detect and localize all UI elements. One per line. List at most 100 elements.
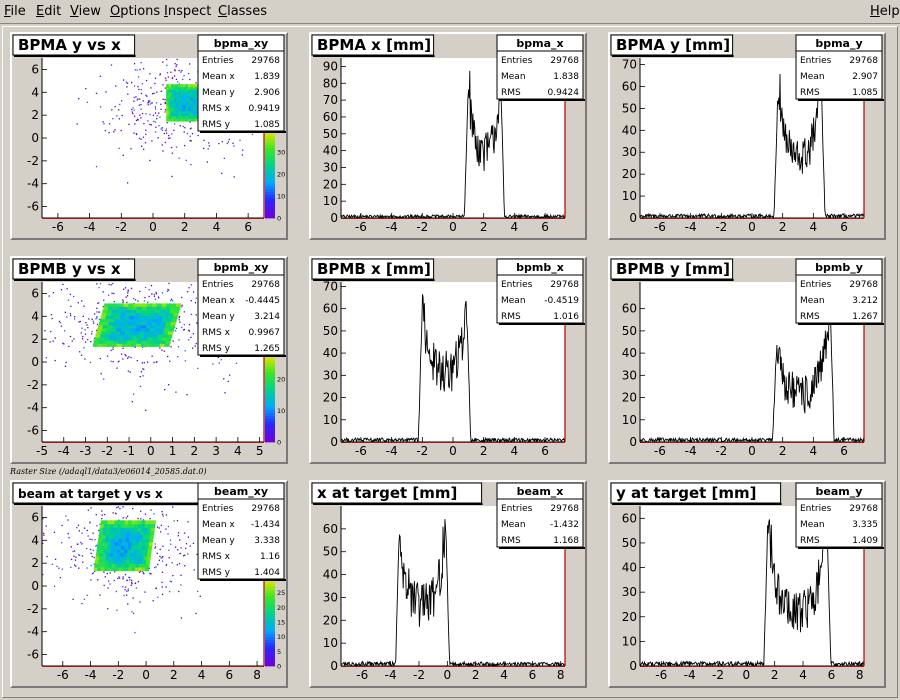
stats-label: Entries xyxy=(800,280,832,290)
stats-value: 1.265 xyxy=(254,344,280,354)
y-tick-label: 20 xyxy=(323,613,338,627)
pad-bpmb-xy[interactable]: 0 10 20 -5 -4 -3 -2 -1 0 1 2 3 4 5 -6 -4 -2 0 2 4 6 BPMB y vs… xyxy=(10,256,288,464)
heatmap-cell xyxy=(124,541,129,546)
menu-edit[interactable]: Edit xyxy=(36,4,62,19)
heatmap-cell xyxy=(133,527,138,532)
y-tick-label: -2 xyxy=(27,154,39,168)
heatmap-cell xyxy=(132,534,137,539)
menu-options[interactable]: Options xyxy=(110,4,161,19)
scatter-point xyxy=(56,565,58,567)
stats-label: RMS xyxy=(501,536,521,546)
pad-beam-xy[interactable]: 0 5 10 15 20 25 -6 -4 -2 0 2 4 6 8 -6 -4 -2 0 2 4 6 beam at t… xyxy=(10,480,288,688)
scatter-point xyxy=(251,133,254,136)
heatmap-cell xyxy=(180,89,184,93)
heatmap-cell xyxy=(153,331,159,335)
scatter-point xyxy=(126,515,129,517)
heatmap-cell xyxy=(142,559,147,564)
scatter-point xyxy=(227,141,230,143)
palette-segment xyxy=(265,159,275,163)
heatmap-cell xyxy=(160,340,166,344)
menu-view[interactable]: View xyxy=(70,4,101,19)
scatter-point xyxy=(140,518,142,520)
heatmap-cell xyxy=(128,563,133,568)
scatter-point xyxy=(96,323,99,326)
palette-segment xyxy=(265,415,275,419)
heatmap-cell xyxy=(173,92,177,96)
stats-shadow xyxy=(200,131,286,133)
heatmap-cell xyxy=(175,306,181,310)
y-tick-label: 0 xyxy=(629,659,637,673)
heatmap-cell xyxy=(131,343,137,347)
scatter-point xyxy=(69,335,72,338)
scatter-point xyxy=(69,293,72,296)
heatmap-cell xyxy=(195,97,199,101)
heatmap-cell xyxy=(101,328,108,332)
menu-file[interactable]: File xyxy=(4,4,26,19)
scatter-point xyxy=(166,122,168,124)
palette-segment xyxy=(265,622,275,626)
menu-inspect[interactable]: Inspect xyxy=(164,4,212,19)
palette-segment xyxy=(265,616,275,620)
pad-bpma-y[interactable]: -6 -4 -2 0 2 4 6 0 10 20 30 40 50 60 70 BPMA y [mm] bpma… xyxy=(608,32,886,240)
heatmap-cell xyxy=(111,563,116,568)
x-tick-label: 0 xyxy=(147,444,155,458)
heatmap-cell xyxy=(135,312,141,317)
title-shadow xyxy=(313,55,435,57)
heatmap-cell xyxy=(113,337,119,341)
scatter-point xyxy=(116,609,118,611)
palette-tick-label: 0 xyxy=(277,215,281,223)
scatter-point xyxy=(118,576,120,578)
scatter-point xyxy=(177,532,180,534)
menu-classes[interactable]: Classes xyxy=(218,4,267,19)
pad-beam-y[interactable]: -6 -4 -2 0 2 4 6 8 0 10 20 30 40 50 60 y at target [mm]… xyxy=(608,480,886,688)
scatter-point xyxy=(122,586,124,588)
scatter-point xyxy=(220,359,222,361)
scatter-point xyxy=(172,340,174,342)
heatmap-cell xyxy=(143,531,148,536)
heatmap-cell xyxy=(166,113,170,117)
pad-bpmb-y[interactable]: -6 -4 -2 0 2 4 6 0 10 20 30 40 50 60 BPMB y [mm] bpmb_y… xyxy=(608,256,886,464)
pad-beam-x[interactable]: -6 -4 -2 0 2 4 6 8 0 10 20 30 40 50 60 x at target [mm]… xyxy=(309,480,587,688)
palette-segment xyxy=(265,627,275,632)
scatter-point xyxy=(94,570,96,573)
scatter-point xyxy=(148,295,150,298)
palette-segment xyxy=(265,362,275,367)
heatmap-cell xyxy=(130,549,135,554)
scatter-point xyxy=(45,525,47,527)
scatter-point xyxy=(91,330,93,333)
scatter-point xyxy=(180,71,182,73)
palette-segment xyxy=(265,433,275,437)
scatter-point xyxy=(162,98,164,100)
heatmap-cell xyxy=(195,102,199,106)
menu-help[interactable]: Help xyxy=(870,4,900,19)
y-tick-label: 0 xyxy=(31,579,39,593)
scatter-point xyxy=(123,594,125,597)
scatter-point xyxy=(154,82,156,85)
scatter-point xyxy=(130,584,132,586)
pad-bpma-xy[interactable]: 0 10 20 30 -6 -4 -2 0 2 4 6 -6 -4 -2 0 2 4 6 BPMA y vs x bp… xyxy=(10,32,288,240)
pad-bpma-x[interactable]: -6 -4 -2 0 2 4 6 0 10 20 30 40 50 60 70 80 90 BPMA x [mm]… xyxy=(309,32,587,240)
scatter-point xyxy=(124,573,127,576)
y-tick-label: 50 xyxy=(323,127,338,141)
scatter-point xyxy=(103,123,105,125)
scatter-point xyxy=(165,128,167,130)
palette-segment xyxy=(265,153,275,157)
x-tick-label: 6 xyxy=(244,220,252,234)
y-tick-label: 60 xyxy=(622,79,637,93)
heatmap-cell xyxy=(105,331,111,335)
scatter-point xyxy=(133,612,135,615)
heatmap-cell xyxy=(175,115,179,119)
heatmap-cell xyxy=(144,523,149,528)
heatmap-cell xyxy=(146,534,151,539)
heatmap-cell xyxy=(148,331,155,335)
heatmap-cell xyxy=(121,541,126,546)
pad-bpmb-x[interactable]: -6 -4 -2 0 2 4 6 0 10 20 30 40 50 60 70 BPMB x [mm] bpmb… xyxy=(309,256,587,464)
heatmap-cell xyxy=(178,100,182,104)
scatter-point xyxy=(131,111,134,113)
scatter-point xyxy=(132,112,134,115)
scatter-point xyxy=(88,318,90,320)
scatter-point xyxy=(52,291,55,294)
heatmap-cell xyxy=(156,337,162,341)
palette-segment xyxy=(265,412,275,416)
stats-label: RMS y xyxy=(202,120,231,130)
